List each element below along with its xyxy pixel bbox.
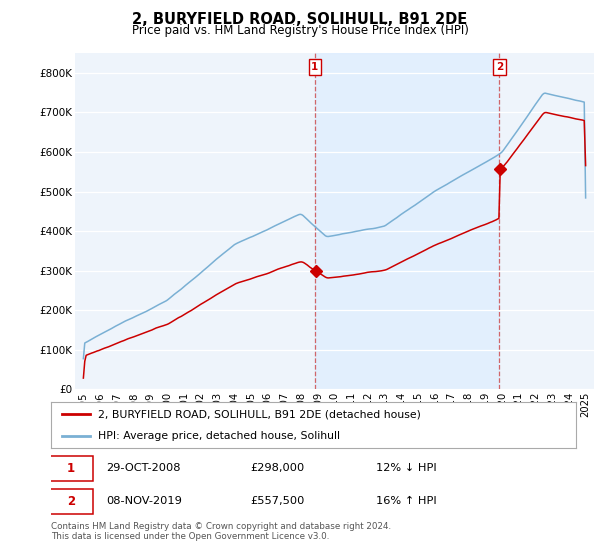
Text: Contains HM Land Registry data © Crown copyright and database right 2024.
This d: Contains HM Land Registry data © Crown c… xyxy=(51,522,391,542)
Text: 1: 1 xyxy=(311,62,319,72)
Bar xyxy=(315,53,499,389)
Text: £557,500: £557,500 xyxy=(251,497,305,506)
Text: Price paid vs. HM Land Registry's House Price Index (HPI): Price paid vs. HM Land Registry's House … xyxy=(131,24,469,37)
Text: 2: 2 xyxy=(496,62,503,72)
FancyBboxPatch shape xyxy=(49,456,93,481)
Text: 2, BURYFIELD ROAD, SOLIHULL, B91 2DE: 2, BURYFIELD ROAD, SOLIHULL, B91 2DE xyxy=(133,12,467,27)
Text: 2: 2 xyxy=(67,495,75,508)
Text: £298,000: £298,000 xyxy=(251,464,305,473)
Text: HPI: Average price, detached house, Solihull: HPI: Average price, detached house, Soli… xyxy=(98,431,340,441)
Text: 08-NOV-2019: 08-NOV-2019 xyxy=(106,497,182,506)
FancyBboxPatch shape xyxy=(49,489,93,514)
Text: 16% ↑ HPI: 16% ↑ HPI xyxy=(377,497,437,506)
Text: 29-OCT-2008: 29-OCT-2008 xyxy=(106,464,181,473)
Text: 12% ↓ HPI: 12% ↓ HPI xyxy=(377,464,437,473)
Text: 2, BURYFIELD ROAD, SOLIHULL, B91 2DE (detached house): 2, BURYFIELD ROAD, SOLIHULL, B91 2DE (de… xyxy=(98,409,421,419)
Text: 1: 1 xyxy=(67,462,75,475)
